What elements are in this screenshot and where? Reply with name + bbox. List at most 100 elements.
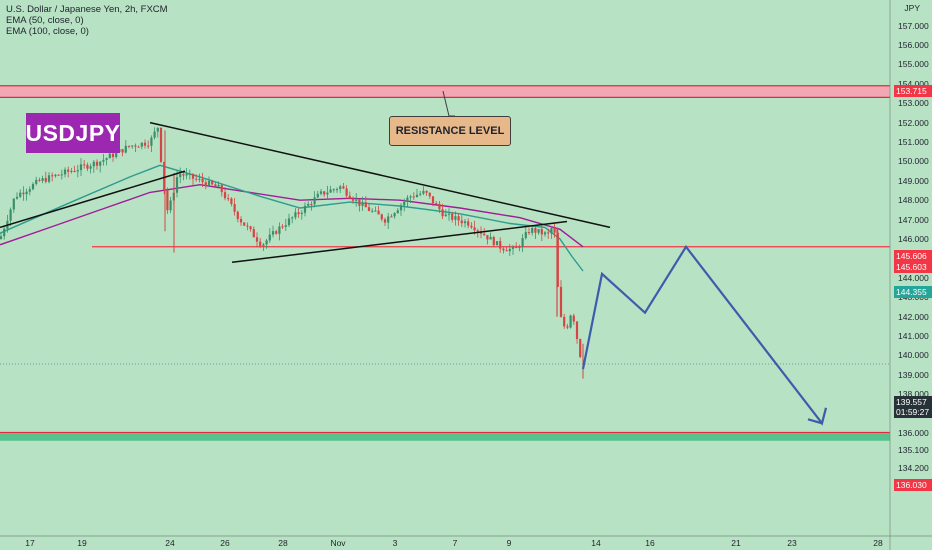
time-tick-label: 19 bbox=[77, 538, 87, 548]
candle-body bbox=[246, 225, 249, 227]
price-tick-label: 142.000 bbox=[898, 311, 929, 322]
candle-body bbox=[70, 170, 73, 172]
level-lines bbox=[0, 246, 890, 365]
candle-body bbox=[233, 204, 236, 212]
candle-body bbox=[99, 161, 102, 166]
candle-body bbox=[508, 248, 511, 252]
candle-body bbox=[243, 222, 246, 226]
candle-body bbox=[169, 200, 172, 211]
price-tick-label: 149.000 bbox=[898, 175, 929, 186]
candle-body bbox=[230, 198, 233, 205]
candle-body bbox=[265, 240, 268, 245]
ema100-line bbox=[0, 183, 584, 248]
time-tick-label: 26 bbox=[220, 538, 230, 548]
candle-body bbox=[188, 173, 191, 175]
price-tick-label: 150.000 bbox=[898, 156, 929, 167]
candle-body bbox=[201, 178, 204, 183]
resistance-callout[interactable]: RESISTANCE LEVEL bbox=[389, 116, 511, 146]
projection[interactable] bbox=[581, 244, 828, 426]
candle-body bbox=[35, 179, 38, 184]
price-tick-label: 151.000 bbox=[898, 137, 929, 147]
price-tick-label: 147.000 bbox=[898, 214, 929, 225]
candle-body bbox=[147, 145, 150, 147]
candle-body bbox=[470, 225, 473, 228]
time-tick-label: 7 bbox=[452, 538, 458, 548]
time-tick-label: 28 bbox=[873, 538, 883, 548]
candle-body bbox=[163, 161, 166, 191]
candle-body bbox=[89, 166, 92, 169]
candle-body bbox=[287, 218, 291, 226]
candle-body bbox=[25, 191, 28, 195]
price-tick-label: 154.000 bbox=[898, 78, 929, 89]
candle-body bbox=[121, 149, 124, 153]
candle-body bbox=[403, 201, 406, 206]
candle-body bbox=[60, 174, 63, 176]
time-tick-label: 9 bbox=[506, 538, 512, 548]
candle-body bbox=[63, 169, 67, 175]
candle-body bbox=[223, 192, 227, 199]
candle-body bbox=[0, 236, 3, 239]
candle-body bbox=[511, 247, 515, 249]
candle-body bbox=[191, 173, 195, 179]
level-badge-b: 145.603 bbox=[894, 261, 932, 273]
candle-body bbox=[140, 142, 143, 147]
candle-body bbox=[527, 232, 531, 234]
price-tick-label: 153.000 bbox=[898, 98, 929, 109]
candle-body bbox=[566, 326, 569, 328]
legend-ema100[interactable]: EMA (100, close, 0) bbox=[6, 26, 89, 37]
candle-body bbox=[390, 216, 393, 218]
candle-body bbox=[255, 237, 259, 242]
legend-ema50[interactable]: EMA (50, close, 0) bbox=[6, 15, 84, 26]
candle-body bbox=[371, 210, 374, 212]
candle-body bbox=[579, 339, 582, 358]
trendlines[interactable] bbox=[0, 90, 611, 264]
resistance-zone bbox=[0, 85, 890, 98]
time-tick-label: 23 bbox=[787, 538, 797, 548]
candle-body bbox=[399, 205, 403, 211]
price-tick-label: 144.000 bbox=[898, 272, 929, 283]
countdown-badge: 01:59:27 bbox=[894, 406, 932, 418]
candle-body bbox=[355, 199, 358, 201]
candle-body bbox=[419, 193, 422, 195]
candle-body bbox=[569, 315, 572, 328]
candle-body bbox=[422, 190, 425, 194]
candle-body bbox=[291, 217, 294, 219]
time-tick-label: 28 bbox=[278, 538, 288, 548]
candle-body bbox=[115, 151, 118, 158]
candle-body bbox=[441, 209, 444, 217]
candle-body bbox=[86, 164, 89, 169]
candle-body bbox=[259, 241, 262, 246]
candle-body bbox=[303, 205, 307, 213]
candle-body bbox=[575, 321, 579, 340]
candle-body bbox=[572, 315, 575, 322]
time-tick-label: 24 bbox=[165, 538, 175, 548]
candle-body bbox=[143, 142, 147, 146]
candle-body bbox=[454, 216, 457, 220]
legend-title[interactable]: U.S. Dollar / Japanese Yen, 2h, FXCM bbox=[6, 4, 168, 15]
ema-badge: 144.355 bbox=[894, 286, 932, 298]
price-tick-label: 134.200 bbox=[898, 462, 929, 473]
candle-body bbox=[435, 203, 438, 205]
candle-body bbox=[515, 247, 518, 249]
candle-body bbox=[367, 207, 371, 211]
candle-body bbox=[67, 169, 70, 172]
candle-body bbox=[387, 216, 390, 223]
time-axis-bg bbox=[0, 536, 932, 550]
candle-body bbox=[358, 199, 361, 206]
candle-body bbox=[415, 194, 419, 197]
candle-body bbox=[339, 186, 342, 190]
candle-body bbox=[41, 178, 44, 181]
candle-body bbox=[492, 236, 495, 246]
candle-body bbox=[227, 198, 230, 200]
price-badge: 139.557 bbox=[894, 396, 932, 408]
candle-body bbox=[19, 192, 22, 197]
candle-body bbox=[467, 221, 470, 226]
candle-body bbox=[214, 184, 217, 187]
candle-body bbox=[326, 192, 329, 195]
candle-body bbox=[521, 238, 524, 247]
candle-body bbox=[150, 137, 153, 146]
candle-body bbox=[9, 209, 12, 221]
candle-body bbox=[329, 189, 332, 193]
